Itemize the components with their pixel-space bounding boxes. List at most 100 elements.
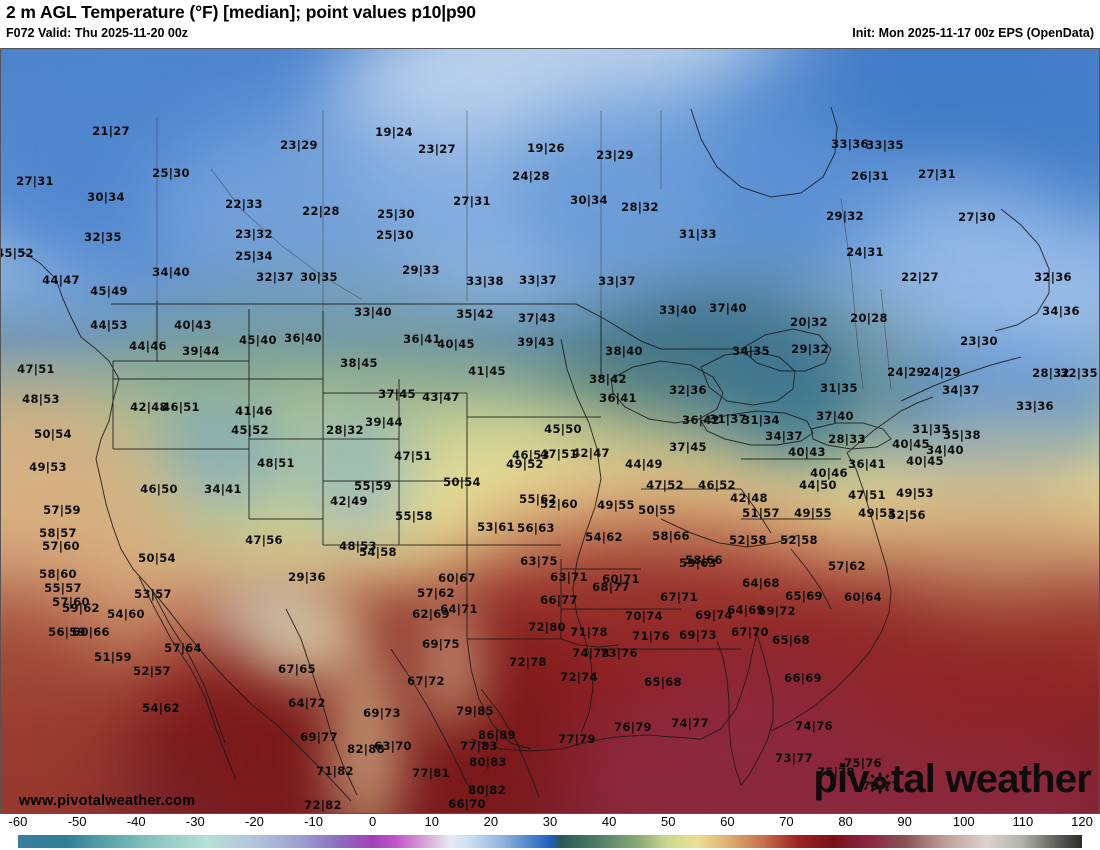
colorbar-tick: 0 [369,814,377,829]
point-value-label: 39|43 [517,335,555,349]
point-value-label: 29|32 [826,209,864,223]
point-value-label: 80|83 [469,755,507,769]
point-value-label: 34|37 [942,383,980,397]
colorbar-tick: 50 [660,814,676,829]
point-value-label: 72|74 [560,670,598,684]
point-value-label: 23|29 [280,138,318,152]
point-value-label: 30|35 [300,270,338,284]
point-value-label: 31|34 [742,413,780,427]
point-value-label: 28|32 [1032,366,1070,380]
point-value-label: 47|51 [848,488,886,502]
valid-time-label: F072 Valid: Thu 2025-11-20 00z [6,26,189,40]
point-value-label: 48|53 [22,392,60,406]
point-value-label: 67|72 [407,674,445,688]
colorbar-gradient [18,835,1082,848]
point-value-label: 49|52 [506,457,544,471]
point-value-label: 57|64 [164,641,202,655]
point-value-label: 31|35 [820,381,858,395]
point-value-label: 86|89 [478,728,516,742]
point-value-label: 22|33 [225,197,263,211]
point-value-label: 46|52 [698,478,736,492]
colorbar-tick: 70 [779,814,794,829]
point-value-label: 75|76 [844,756,882,770]
point-value-label: 37|40 [816,409,854,423]
colorbar-tick: 20 [483,814,499,829]
point-value-label: 49|53 [896,486,934,500]
point-value-label: 74|76 [795,719,833,733]
point-value-label: 52|60 [540,497,578,511]
point-value-label: 65|69 [785,589,823,603]
point-value-label: 73|77 [775,751,813,765]
map-header: 2 m AGL Temperature (°F) [median]; point… [0,0,1100,48]
point-value-label: 32|36 [669,383,707,397]
point-value-label: 33|36 [1016,399,1054,413]
point-value-label: 25|30 [376,228,414,242]
point-value-label: 31|33 [679,227,717,241]
point-value-label: 72|82 [304,798,342,812]
point-value-label: 38|42 [589,372,627,386]
point-value-label: 30|34 [87,190,125,204]
point-value-label: 60|67 [438,571,476,585]
point-value-label: 45|52 [1,246,34,260]
point-value-label: 34|40 [926,443,964,457]
page-title: 2 m AGL Temperature (°F) [median]; point… [6,2,476,22]
point-value-label: 67|71 [660,590,698,604]
point-value-label: 37|45 [669,440,707,454]
point-value-label: 55|57 [44,581,82,595]
point-value-label: 26|31 [851,169,889,183]
colorbar-tick: -40 [126,814,146,829]
point-value-label: 44|46 [129,339,167,353]
point-value-label: 44|47 [42,273,80,287]
point-value-label: 44|49 [625,457,663,471]
point-value-label: 25|30 [152,166,190,180]
point-value-label: 32|37 [256,270,294,284]
point-value-label: 54|62 [142,701,180,715]
colorbar-tick: 30 [542,814,558,829]
point-value-label: 64|71 [440,602,478,616]
brand-text-part2: tal weather [890,757,1092,801]
point-value-label: 76|79 [614,720,652,734]
point-value-label: 40|43 [788,445,826,459]
point-value-label: 64|68 [742,576,780,590]
point-value-label: 77|81 [412,766,450,780]
point-value-label: 27|31 [453,194,491,208]
point-value-label: 31|37 [709,412,747,426]
point-value-label: 56|59 [48,625,86,639]
point-value-label: 64|72 [288,696,326,710]
point-value-label: 49|53 [858,506,896,520]
colorbar[interactable]: -60 -50 -40 -30 -20 -10 0 10 20 30 40 50 60 70 80 90 100… [0,814,1100,850]
point-value-label: 66|77 [540,593,578,607]
point-value-label: 54|58 [359,545,397,559]
point-value-label: 63|75 [520,554,558,568]
point-value-label: 33|36 [831,137,869,151]
point-value-label: 56|63 [517,521,555,535]
point-value-label: 79|85 [456,704,494,718]
point-value-label: 54|60 [107,607,145,621]
point-value-label: 52|58 [729,533,767,547]
point-value-label: 32|35 [84,230,122,244]
point-value-label: 22|27 [901,270,939,284]
point-value-label: 67|70 [731,625,769,639]
point-value-label: 20|28 [850,311,888,325]
point-value-label: 48|53 [339,539,377,553]
point-value-label: 47|51 [17,362,55,376]
point-value-label: 40|43 [174,318,212,332]
point-value-label: 60|71 [602,572,640,586]
temperature-map[interactable]: 21|27 27|31 30|34 32|35 45|52 44|47 45|49 44|53… [0,48,1100,814]
colorbar-tick: -60 [8,814,28,829]
point-value-label: 55|62 [519,492,557,506]
point-value-label: 42|49 [330,494,368,508]
point-value-label: 31|35 [912,422,950,436]
colorbar-tick: -50 [67,814,87,829]
colorbar-tick: 80 [838,814,853,829]
point-value-label: 28|32 [326,423,364,437]
brand-watermark: piv tal weather [813,757,1091,802]
point-value-label: 47|52 [646,478,684,492]
point-value-label: 20|32 [790,315,828,329]
point-value-label: 28|33 [828,432,866,446]
point-value-label: 72|80 [528,620,566,634]
point-value-label: 27|30 [958,210,996,224]
point-value-label: 37|40 [709,301,747,315]
point-value-label: 32|35 [1060,366,1098,380]
